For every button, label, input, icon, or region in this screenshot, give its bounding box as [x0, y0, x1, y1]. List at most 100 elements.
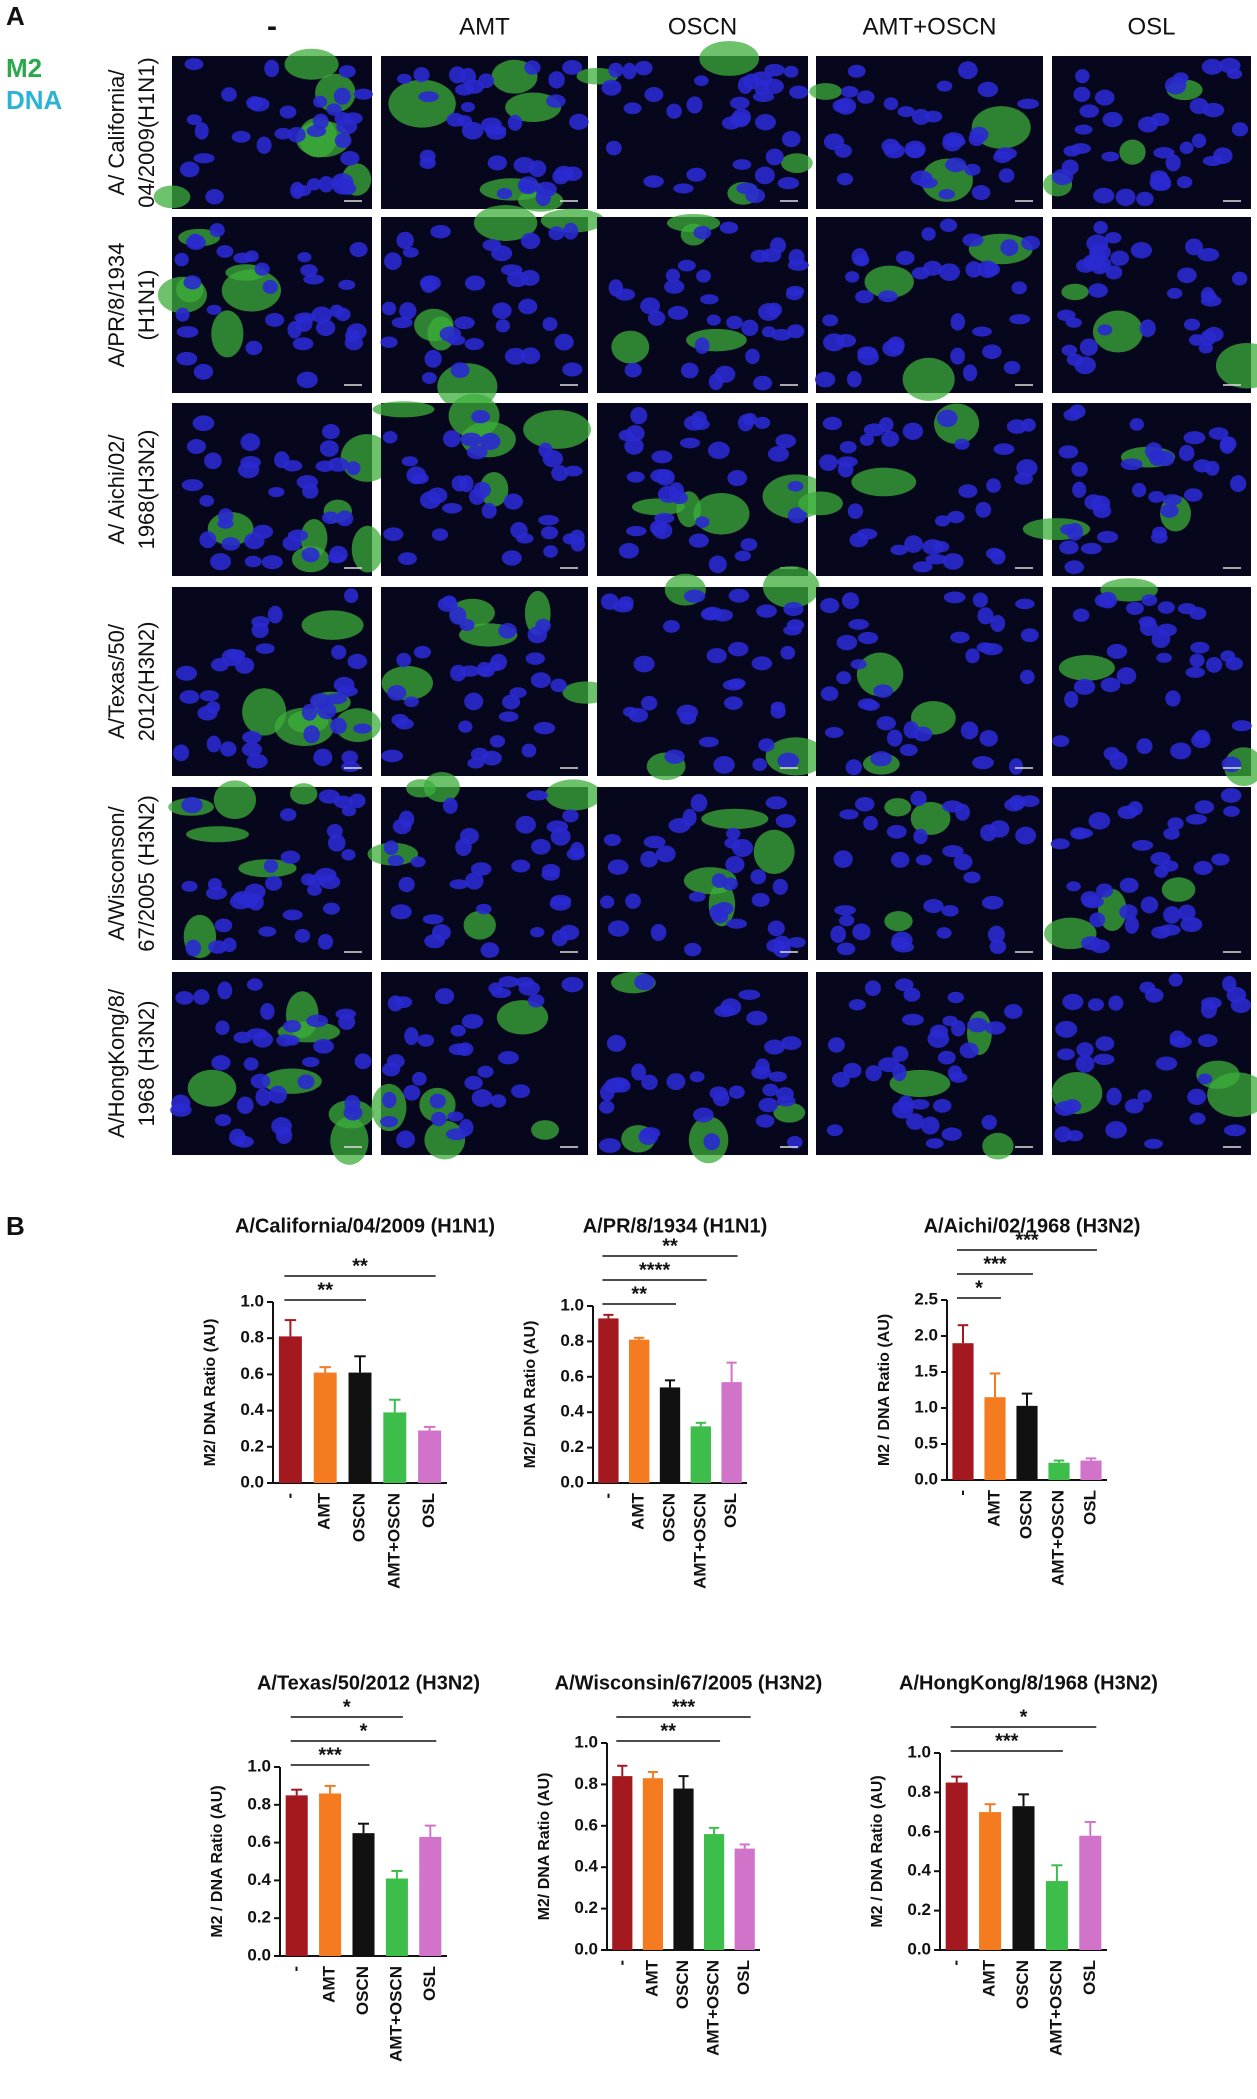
- nucleus: [193, 363, 214, 380]
- nucleus: [634, 973, 655, 991]
- error-bar: [951, 1775, 963, 1783]
- nucleus: [481, 502, 497, 519]
- nucleus: [643, 835, 666, 849]
- micrograph: [809, 56, 1043, 209]
- nucleus: [260, 1002, 275, 1020]
- micrograph: [153, 48, 373, 209]
- m2-stain: [496, 1000, 549, 1035]
- nucleus: [1050, 838, 1070, 850]
- nucleus: [840, 86, 859, 98]
- nucleus: [341, 849, 356, 861]
- error-bar: [357, 1822, 370, 1834]
- bar: [734, 1848, 755, 1950]
- nucleus: [344, 588, 359, 603]
- nucleus: [236, 1096, 254, 1115]
- m2-stain: [186, 826, 249, 843]
- nucleus: [1230, 475, 1247, 493]
- error-bar: [634, 1336, 645, 1340]
- nucleus: [965, 261, 983, 278]
- nucleus: [531, 838, 551, 855]
- nucleus: [967, 1017, 989, 1033]
- nucleus: [1020, 628, 1039, 643]
- nucleus: [551, 465, 569, 482]
- m2-stain: [864, 265, 914, 298]
- nucleus: [837, 461, 854, 478]
- nucleus: [1231, 720, 1252, 732]
- nucleus: [910, 1099, 930, 1110]
- nucleus: [728, 1085, 745, 1099]
- nucleus: [932, 1099, 952, 1113]
- nucleus: [1170, 742, 1192, 760]
- nucleus: [206, 701, 221, 714]
- nucleus: [538, 442, 553, 458]
- nucleus: [488, 982, 504, 995]
- nucleus: [527, 626, 548, 644]
- m2-stain: [531, 1120, 559, 1140]
- nucleus: [608, 62, 624, 78]
- nucleus: [977, 260, 998, 279]
- nucleus: [835, 333, 857, 348]
- significance-label: **: [352, 1255, 368, 1277]
- significance-label: *: [360, 1720, 368, 1742]
- nucleus: [998, 168, 1015, 183]
- nucleus: [395, 718, 414, 730]
- nucleus: [1055, 1020, 1078, 1038]
- nucleus: [229, 893, 252, 910]
- nucleus: [542, 317, 558, 332]
- nucleus: [981, 643, 1003, 656]
- nucleus: [1190, 641, 1210, 654]
- nucleus: [625, 893, 641, 909]
- nucleus: [237, 461, 260, 479]
- nucleus: [549, 896, 572, 911]
- nucleus: [727, 470, 748, 487]
- error-bar: [678, 1775, 689, 1789]
- nucleus: [214, 918, 233, 933]
- nucleus: [1124, 1098, 1144, 1114]
- nucleus: [913, 726, 933, 742]
- bar: [278, 1336, 302, 1483]
- nucleus: [518, 980, 541, 996]
- nucleus: [265, 312, 285, 327]
- nucleus: [551, 929, 568, 947]
- nucleus: [713, 756, 735, 774]
- nucleus: [640, 850, 658, 868]
- nucleus: [820, 686, 839, 702]
- nucleus: [754, 166, 775, 185]
- nucleus: [1201, 58, 1224, 75]
- nucleus: [468, 488, 486, 505]
- micrograph: [1052, 217, 1257, 393]
- nucleus: [396, 1130, 415, 1149]
- bar: [352, 1833, 375, 1956]
- m2-stain: [1092, 310, 1144, 353]
- nucleus: [770, 701, 786, 712]
- nucleus: [413, 67, 430, 83]
- nucleus: [937, 409, 958, 428]
- m2-stain: [611, 330, 650, 364]
- nucleus: [511, 859, 531, 873]
- m2-stain: [330, 1116, 369, 1165]
- nucleus: [300, 264, 318, 277]
- nucleus: [607, 920, 630, 937]
- nucleus: [1105, 265, 1123, 280]
- nucleus: [694, 337, 710, 354]
- nucleus: [321, 511, 340, 525]
- nucleus: [912, 561, 933, 573]
- nucleus: [703, 1133, 720, 1151]
- nucleus: [297, 251, 312, 263]
- y-tick-label: 0.8: [574, 1774, 598, 1793]
- bar: [659, 1387, 681, 1483]
- bar: [285, 1795, 308, 1956]
- nucleus: [845, 759, 862, 776]
- micrograph: [381, 56, 589, 212]
- nucleus: [501, 694, 521, 710]
- nucleus: [1218, 57, 1241, 74]
- m2-stain: [242, 688, 287, 736]
- nucleus: [618, 596, 634, 609]
- y-tick-label: 0.5: [914, 1433, 938, 1452]
- nucleus: [947, 1065, 963, 1081]
- nucleus: [644, 87, 664, 103]
- nucleus: [337, 685, 358, 697]
- m2-stain: [851, 467, 917, 497]
- nucleus: [688, 533, 709, 548]
- nucleus: [451, 475, 468, 492]
